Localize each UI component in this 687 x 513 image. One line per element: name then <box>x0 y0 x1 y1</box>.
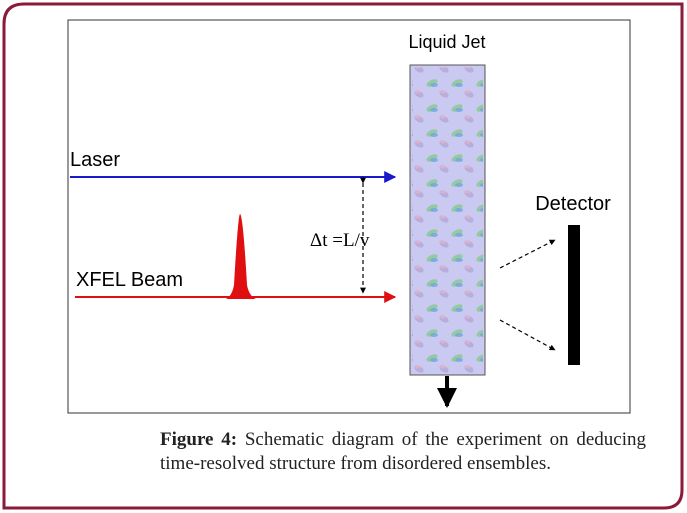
molecules <box>412 67 483 373</box>
delay-label: Δt =L/v <box>310 230 370 251</box>
caption-label: Figure 4: <box>160 429 238 450</box>
detector <box>568 225 580 365</box>
scatter-arrow <box>499 319 556 351</box>
xfel-pulse <box>226 214 256 299</box>
caption: Figure 4: Schematic diagram of the exper… <box>160 428 646 476</box>
caption-text: Schematic diagram of the experiment on d… <box>160 429 646 474</box>
laser-label: Laser <box>70 149 120 171</box>
xfel-label: XFEL Beam <box>76 269 183 291</box>
jet-label: Liquid Jet <box>408 32 485 52</box>
figure-frame <box>67 19 631 414</box>
scatter-arrow <box>499 239 556 269</box>
detector-label: Detector <box>535 193 611 215</box>
